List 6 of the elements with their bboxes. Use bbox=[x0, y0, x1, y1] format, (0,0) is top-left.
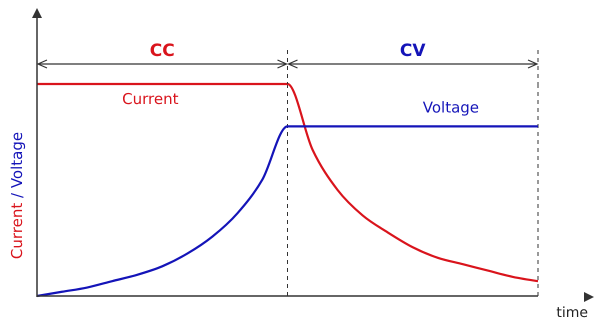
series-label: Voltage bbox=[422, 98, 480, 117]
x-axis-title: time bbox=[556, 305, 588, 321]
y-axis-title: Current / Voltage bbox=[8, 132, 26, 260]
text: CV bbox=[400, 41, 426, 61]
series-label: Current bbox=[122, 90, 179, 108]
text: CC bbox=[150, 41, 175, 61]
